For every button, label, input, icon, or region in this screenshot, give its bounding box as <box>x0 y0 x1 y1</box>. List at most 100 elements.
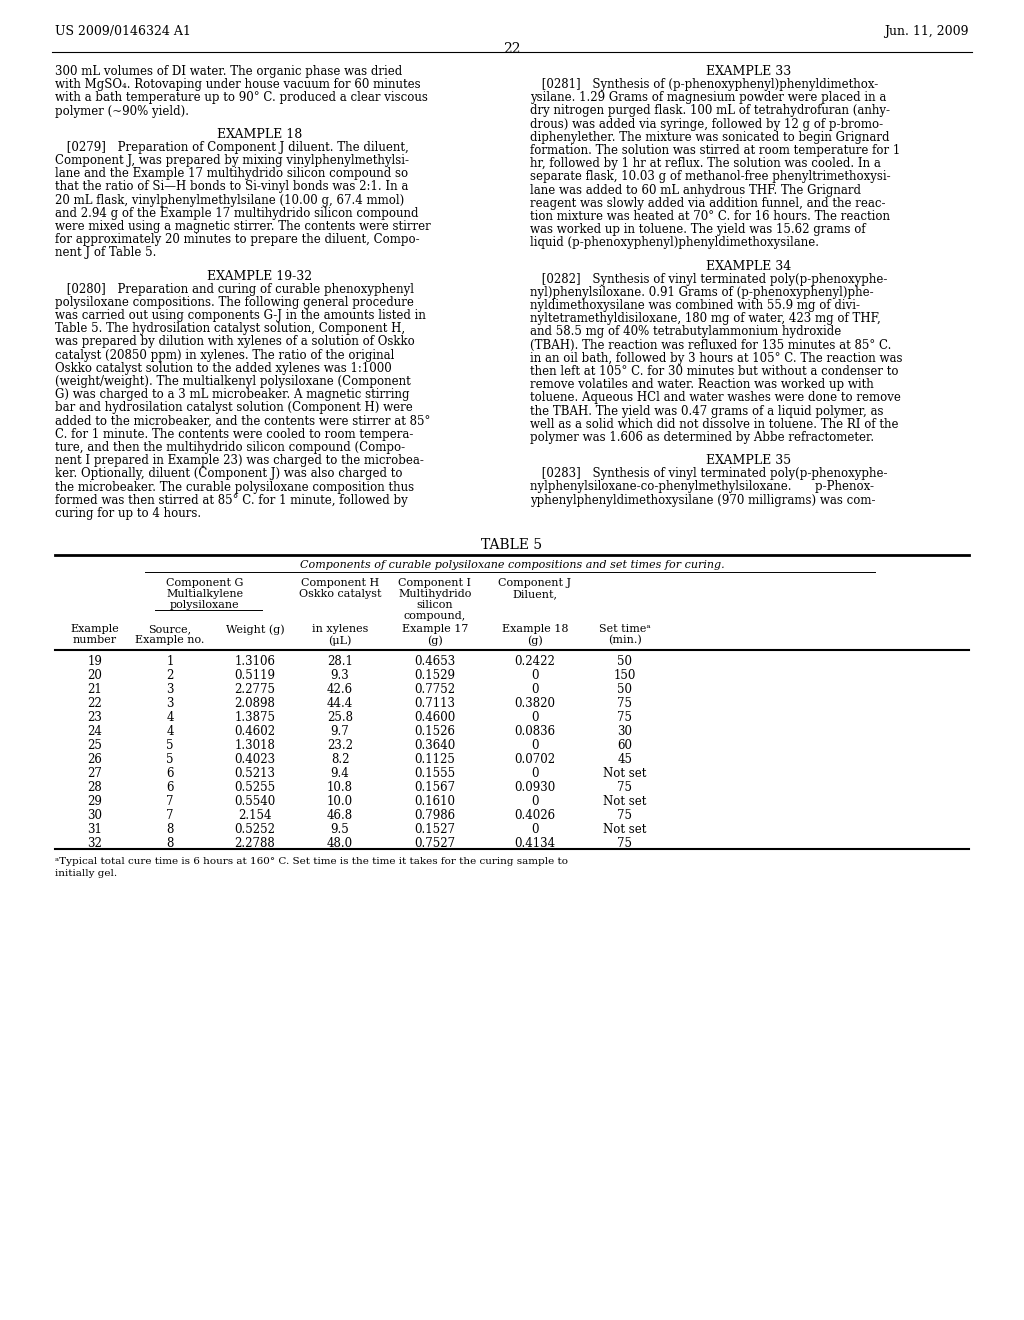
Text: 8: 8 <box>166 824 174 836</box>
Text: Not set: Not set <box>603 824 647 836</box>
Text: EXAMPLE 34: EXAMPLE 34 <box>707 260 792 273</box>
Text: (g): (g) <box>427 635 442 645</box>
Text: 75: 75 <box>617 809 633 822</box>
Text: 0.1526: 0.1526 <box>415 725 456 738</box>
Text: EXAMPLE 35: EXAMPLE 35 <box>707 454 792 467</box>
Text: Example no.: Example no. <box>135 635 205 645</box>
Text: 0.5119: 0.5119 <box>234 669 275 682</box>
Text: TABLE 5: TABLE 5 <box>481 539 543 552</box>
Text: silicon: silicon <box>417 601 454 610</box>
Text: catalyst (20850 ppm) in xylenes. The ratio of the original: catalyst (20850 ppm) in xylenes. The rat… <box>55 348 394 362</box>
Text: [0281] Synthesis of (p-phenoxyphenyl)phenyldimethox-: [0281] Synthesis of (p-phenoxyphenyl)phe… <box>530 78 879 91</box>
Text: 60: 60 <box>617 739 633 752</box>
Text: Multialkylene: Multialkylene <box>167 589 244 599</box>
Text: hr, followed by 1 hr at reflux. The solution was cooled. In a: hr, followed by 1 hr at reflux. The solu… <box>530 157 881 170</box>
Text: 0.4023: 0.4023 <box>234 754 275 766</box>
Text: ker. Optionally, diluent (Component J) was also charged to: ker. Optionally, diluent (Component J) w… <box>55 467 402 480</box>
Text: 1: 1 <box>166 655 174 668</box>
Text: Set timeᵃ: Set timeᵃ <box>599 624 651 634</box>
Text: and 58.5 mg of 40% tetrabutylammonium hydroxide: and 58.5 mg of 40% tetrabutylammonium hy… <box>530 326 842 338</box>
Text: 28.1: 28.1 <box>327 655 353 668</box>
Text: nent J of Table 5.: nent J of Table 5. <box>55 247 157 260</box>
Text: [0282] Synthesis of vinyl terminated poly(p-phenoxyphe-: [0282] Synthesis of vinyl terminated pol… <box>530 273 888 285</box>
Text: Example: Example <box>71 624 120 634</box>
Text: 44.4: 44.4 <box>327 697 353 710</box>
Text: 0.5540: 0.5540 <box>234 795 275 808</box>
Text: Jun. 11, 2009: Jun. 11, 2009 <box>885 25 969 38</box>
Text: 2.2788: 2.2788 <box>234 837 275 850</box>
Text: 0.0702: 0.0702 <box>514 754 556 766</box>
Text: polysiloxane compositions. The following general procedure: polysiloxane compositions. The following… <box>55 296 414 309</box>
Text: 0.7527: 0.7527 <box>415 837 456 850</box>
Text: 28: 28 <box>88 781 102 795</box>
Text: 10.8: 10.8 <box>327 781 353 795</box>
Text: 0.5252: 0.5252 <box>234 824 275 836</box>
Text: 48.0: 48.0 <box>327 837 353 850</box>
Text: 1.3018: 1.3018 <box>234 739 275 752</box>
Text: 0.1610: 0.1610 <box>415 795 456 808</box>
Text: Component G: Component G <box>166 578 244 589</box>
Text: [0279] Preparation of Component J diluent. The diluent,: [0279] Preparation of Component J diluen… <box>55 141 409 154</box>
Text: diphenylether. The mixture was sonicated to begin Grignard: diphenylether. The mixture was sonicated… <box>530 131 890 144</box>
Text: Components of curable polysiloxane compositions and set times for curing.: Components of curable polysiloxane compo… <box>300 560 724 570</box>
Text: the TBAH. The yield was 0.47 grams of a liquid polymer, as: the TBAH. The yield was 0.47 grams of a … <box>530 405 884 417</box>
Text: Oskko catalyst: Oskko catalyst <box>299 589 381 599</box>
Text: 4: 4 <box>166 725 174 738</box>
Text: in xylenes: in xylenes <box>312 624 369 634</box>
Text: nyldimethoxysilane was combined with 55.9 mg of divi-: nyldimethoxysilane was combined with 55.… <box>530 300 860 312</box>
Text: formed was then stirred at 85° C. for 1 minute, followed by: formed was then stirred at 85° C. for 1 … <box>55 494 408 507</box>
Text: liquid (p-phenoxyphenyl)phenyldimethoxysilane.: liquid (p-phenoxyphenyl)phenyldimethoxys… <box>530 236 819 249</box>
Text: Multihydrido: Multihydrido <box>398 589 472 599</box>
Text: 75: 75 <box>617 837 633 850</box>
Text: lane and the Example 17 multihydrido silicon compound so: lane and the Example 17 multihydrido sil… <box>55 168 409 181</box>
Text: with MgSO₄. Rotovaping under house vacuum for 60 minutes: with MgSO₄. Rotovaping under house vacuu… <box>55 78 421 91</box>
Text: for approximately 20 minutes to prepare the diluent, Compo-: for approximately 20 minutes to prepare … <box>55 234 420 247</box>
Text: 0.1567: 0.1567 <box>415 781 456 795</box>
Text: Table 5. The hydrosilation catalyst solution, Component H,: Table 5. The hydrosilation catalyst solu… <box>55 322 406 335</box>
Text: 75: 75 <box>617 711 633 725</box>
Text: curing for up to 4 hours.: curing for up to 4 hours. <box>55 507 201 520</box>
Text: 0.4602: 0.4602 <box>234 725 275 738</box>
Text: Component H: Component H <box>301 578 379 589</box>
Text: were mixed using a magnetic stirrer. The contents were stirrer: were mixed using a magnetic stirrer. The… <box>55 220 431 234</box>
Text: 30: 30 <box>87 809 102 822</box>
Text: 0.5255: 0.5255 <box>234 781 275 795</box>
Text: Component J: Component J <box>499 578 571 589</box>
Text: nylphenylsiloxane-co-phenylmethylsiloxane.  p-Phenox-: nylphenylsiloxane-co-phenylmethylsiloxan… <box>530 480 874 494</box>
Text: number: number <box>73 635 117 645</box>
Text: 7: 7 <box>166 809 174 822</box>
Text: was carried out using components G-J in the amounts listed in: was carried out using components G-J in … <box>55 309 426 322</box>
Text: then left at 105° C. for 30 minutes but without a condenser to: then left at 105° C. for 30 minutes but … <box>530 366 898 378</box>
Text: 0: 0 <box>531 824 539 836</box>
Text: 0.4026: 0.4026 <box>514 809 556 822</box>
Text: (TBAH). The reaction was refluxed for 135 minutes at 85° C.: (TBAH). The reaction was refluxed for 13… <box>530 339 891 351</box>
Text: [0280] Preparation and curing of curable phenoxyphenyl: [0280] Preparation and curing of curable… <box>55 282 414 296</box>
Text: US 2009/0146324 A1: US 2009/0146324 A1 <box>55 25 190 38</box>
Text: added to the microbeaker, and the contents were stirrer at 85°: added to the microbeaker, and the conten… <box>55 414 430 428</box>
Text: (weight/weight). The multialkenyl polysiloxane (Component: (weight/weight). The multialkenyl polysi… <box>55 375 411 388</box>
Text: the microbeaker. The curable polysiloxane composition thus: the microbeaker. The curable polysiloxan… <box>55 480 414 494</box>
Text: 0: 0 <box>531 739 539 752</box>
Text: 0: 0 <box>531 711 539 725</box>
Text: 0.5213: 0.5213 <box>234 767 275 780</box>
Text: 8.2: 8.2 <box>331 754 349 766</box>
Text: 27: 27 <box>88 767 102 780</box>
Text: 0.7986: 0.7986 <box>415 809 456 822</box>
Text: 6: 6 <box>166 781 174 795</box>
Text: EXAMPLE 19-32: EXAMPLE 19-32 <box>208 269 312 282</box>
Text: G) was charged to a 3 mL microbeaker. A magnetic stirring: G) was charged to a 3 mL microbeaker. A … <box>55 388 410 401</box>
Text: 32: 32 <box>88 837 102 850</box>
Text: 300 mL volumes of DI water. The organic phase was dried: 300 mL volumes of DI water. The organic … <box>55 65 402 78</box>
Text: 9.3: 9.3 <box>331 669 349 682</box>
Text: ᵃTypical total cure time is 6 hours at 160° C. Set time is the time it takes for: ᵃTypical total cure time is 6 hours at 1… <box>55 857 568 866</box>
Text: remove volatiles and water. Reaction was worked up with: remove volatiles and water. Reaction was… <box>530 379 873 391</box>
Text: 23.2: 23.2 <box>327 739 353 752</box>
Text: 0.7752: 0.7752 <box>415 684 456 696</box>
Text: drous) was added via syringe, followed by 12 g of p-bromo-: drous) was added via syringe, followed b… <box>530 117 883 131</box>
Text: 2.154: 2.154 <box>239 809 271 822</box>
Text: 0: 0 <box>531 767 539 780</box>
Text: 0.1529: 0.1529 <box>415 669 456 682</box>
Text: (μL): (μL) <box>329 635 351 645</box>
Text: in an oil bath, followed by 3 hours at 105° C. The reaction was: in an oil bath, followed by 3 hours at 1… <box>530 352 902 364</box>
Text: yphenylphenyldimethoxysilane (970 milligrams) was com-: yphenylphenyldimethoxysilane (970 millig… <box>530 494 876 507</box>
